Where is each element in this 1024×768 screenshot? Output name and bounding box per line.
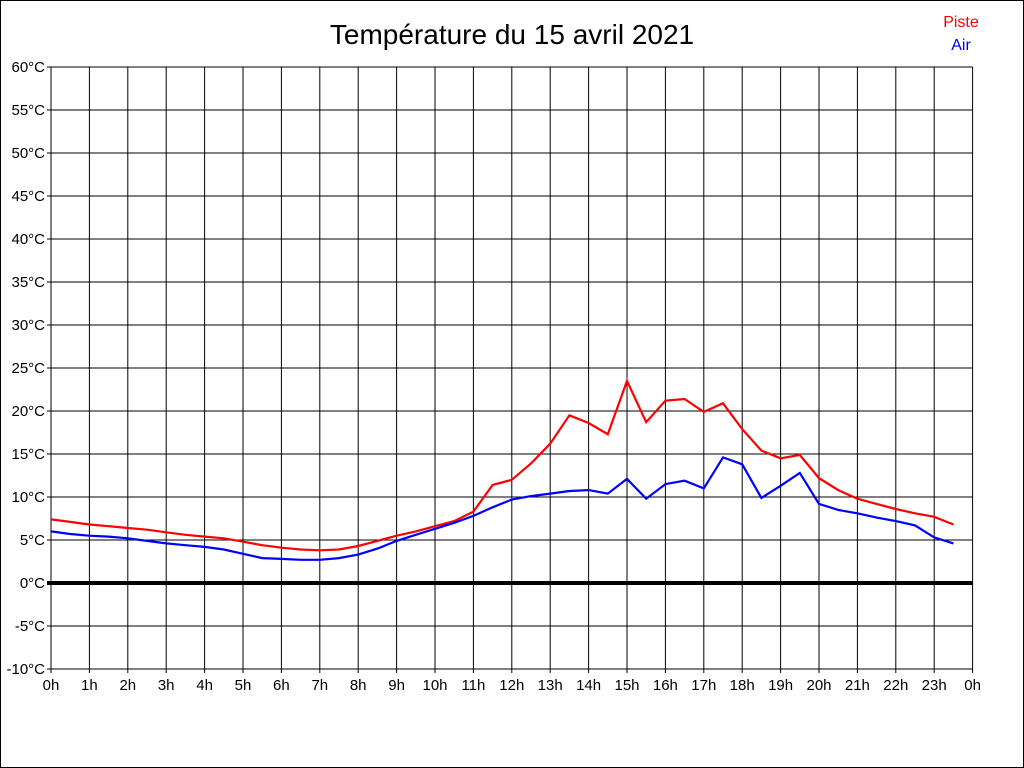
y-axis-tick-label: 40°C (11, 231, 45, 248)
x-axis-tick-label: 10h (422, 677, 447, 694)
y-axis-tick-label: -10°C (6, 661, 45, 678)
x-axis-tick-label: 5h (235, 677, 252, 694)
x-axis-tick-label: 0h (43, 677, 60, 694)
x-axis-tick-label: 13h (538, 677, 563, 694)
x-axis-tick-label: 4h (196, 677, 213, 694)
air-line (50, 456, 954, 561)
x-axis-tick-label: 11h (461, 677, 485, 694)
x-axis-tick-label: 8h (350, 677, 367, 694)
x-axis-tick-label: 14h (576, 677, 601, 694)
x-axis-tick-label: 9h (388, 677, 405, 694)
x-axis-tick-label: 1h (81, 677, 98, 694)
legend-item-air: Air (951, 37, 971, 54)
x-axis-tick-label: 23h (922, 677, 947, 694)
piste-line (50, 378, 954, 552)
x-axis-tick-label: 20h (806, 677, 831, 694)
legend-item-piste: Piste (943, 14, 979, 31)
y-axis-tick-label: 25°C (11, 360, 45, 377)
y-axis-tick-label: 45°C (11, 188, 45, 205)
y-axis-tick-label: -5°C (15, 618, 45, 635)
x-axis-tick-label: 12h (499, 677, 524, 694)
y-axis-tick-label: 55°C (11, 102, 45, 119)
x-axis-tick-label: 15h (614, 677, 639, 694)
y-axis-tick-label: 60°C (11, 59, 45, 76)
x-axis-tick-label: 19h (768, 677, 793, 694)
x-axis-tick-label: 16h (653, 677, 678, 694)
x-axis-tick-label: 0h (964, 677, 981, 694)
chart-title: Température du 15 avril 2021 (329, 19, 695, 50)
y-axis-tick-label: 35°C (11, 274, 45, 291)
y-axis-tick-label: 50°C (11, 145, 45, 162)
x-axis-tick-label: 17h (691, 677, 716, 694)
x-axis-tick-label: 18h (730, 677, 755, 694)
x-axis-tick-label: 6h (273, 677, 290, 694)
y-axis-tick-label: 15°C (11, 446, 45, 463)
y-axis-tick-label: 0°C (20, 575, 45, 592)
y-axis-tick-label: 10°C (11, 489, 45, 506)
y-axis-tick-label: 30°C (11, 317, 45, 334)
x-axis-tick-label: 3h (158, 677, 175, 694)
x-axis-tick-label: 7h (311, 677, 328, 694)
y-axis-tick-label: 5°C (20, 532, 45, 549)
x-axis-tick-label: 2h (119, 677, 136, 694)
x-axis-tick-label: 21h (845, 677, 870, 694)
y-axis-tick-label: 20°C (11, 403, 45, 420)
x-axis-tick-label: 22h (883, 677, 908, 694)
chart-legend: Piste Air (916, 11, 1006, 57)
